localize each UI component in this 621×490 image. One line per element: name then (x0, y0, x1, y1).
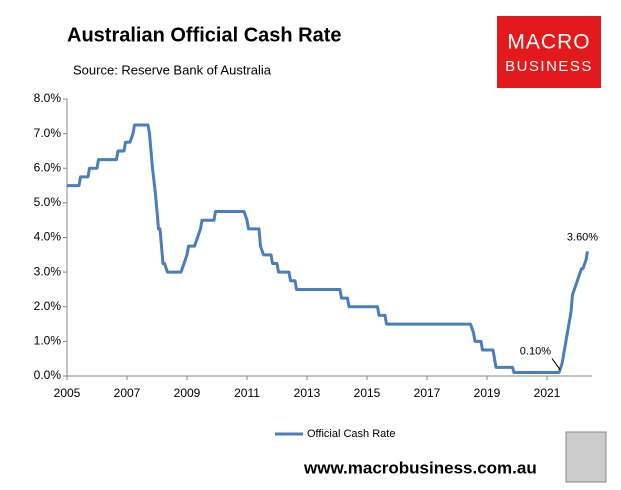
y-tick-label: 4.0% (34, 230, 62, 244)
x-tick-label: 2017 (414, 386, 441, 400)
y-tick-label: 6.0% (34, 160, 62, 174)
logo-text: MACRO (507, 31, 590, 54)
y-tick-label: 8.0% (34, 91, 62, 105)
logo-text: BUSINESS (505, 58, 593, 75)
chart-subtitle: Source: Reserve Bank of Australia (73, 62, 272, 77)
x-tick-label: 2011 (234, 386, 260, 400)
x-tick-label: 2021 (534, 386, 561, 400)
annotation-arrow (551, 358, 561, 370)
annotation-label: 0.10% (520, 345, 551, 357)
x-tick-label: 2015 (354, 386, 381, 400)
x-tick-label: 2019 (474, 386, 501, 400)
x-tick-label: 2005 (54, 386, 81, 400)
legend-label: Official Cash Rate (307, 428, 395, 440)
wolf-icon (565, 431, 607, 483)
logo-box (497, 16, 601, 88)
y-tick-label: 7.0% (34, 126, 62, 140)
chart-title: Australian Official Cash Rate (67, 24, 342, 46)
data-line (67, 123, 589, 375)
annotation-label: 3.60% (567, 231, 598, 243)
y-tick-label: 1.0% (34, 334, 62, 348)
x-tick-label: 2009 (174, 386, 201, 400)
y-tick-label: 2.0% (34, 299, 62, 313)
x-tick-label: 2013 (294, 386, 321, 400)
footer: www.macrobusiness.com.au (303, 458, 537, 477)
y-tick-label: 0.0% (34, 368, 62, 382)
x-tick-label: 2007 (114, 386, 141, 400)
y-tick-label: 5.0% (34, 195, 62, 209)
y-tick-label: 3.0% (34, 264, 62, 278)
